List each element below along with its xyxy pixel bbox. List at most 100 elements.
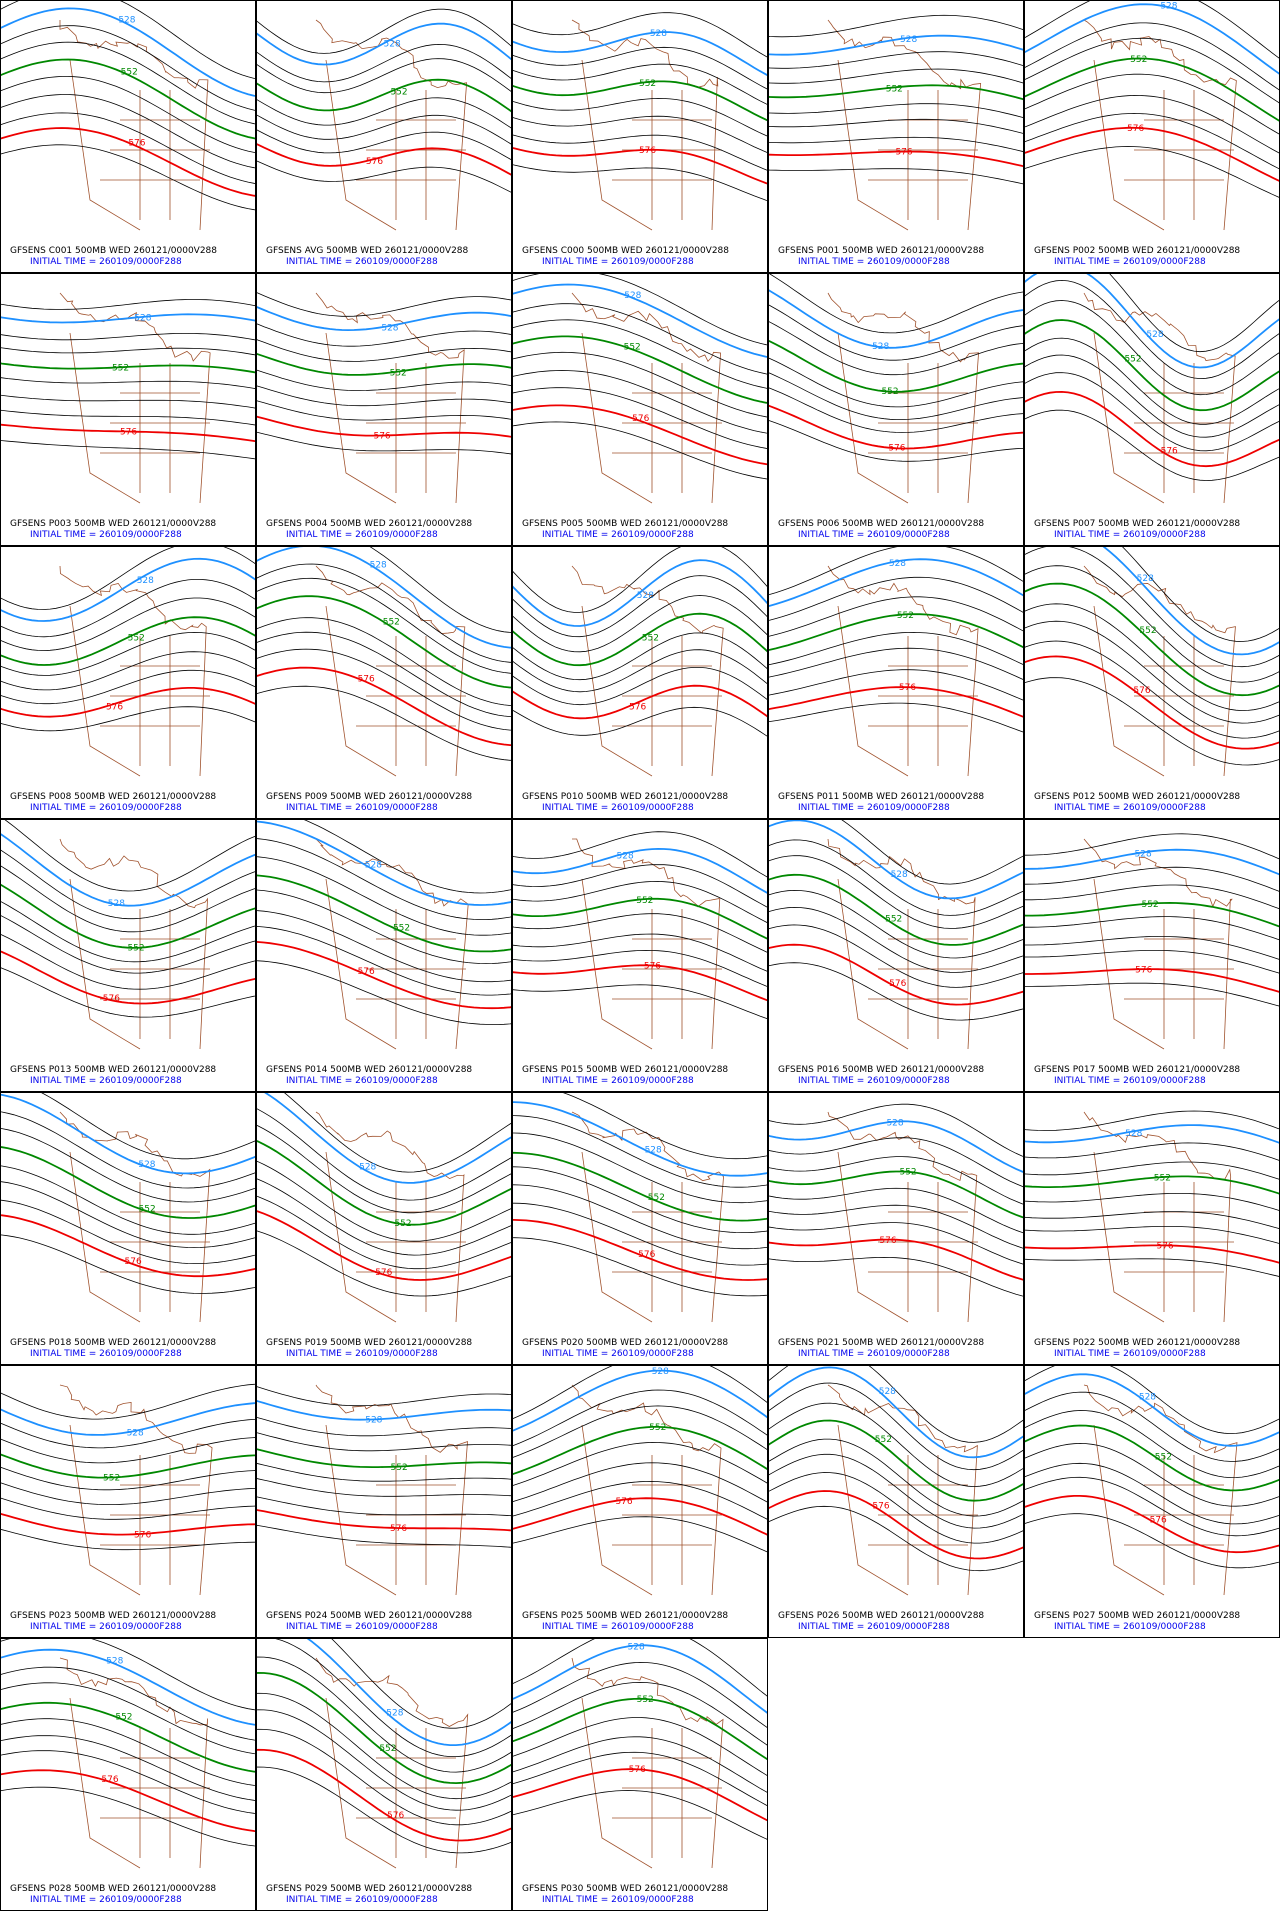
contour-label: 552 [875, 1435, 892, 1445]
contour-line [257, 666, 511, 747]
contour-line [257, 820, 511, 906]
contour-line [275, 1639, 511, 1757]
panel-subtitle: INITIAL TIME = 260109/0000F288 [1054, 803, 1206, 813]
panel-border [0, 819, 256, 1092]
contour-line [1, 597, 255, 652]
contour-line [513, 706, 767, 737]
contour-line [513, 97, 767, 137]
panel-title: GFSENS P027 500MB WED 260121/0000V288 [1034, 1611, 1240, 1621]
contour-label: 576 [632, 414, 649, 424]
contour-line [1, 934, 255, 990]
contour-line [513, 134, 767, 171]
contour-label: 576 [638, 1250, 655, 1260]
contour-line [1025, 565, 1279, 683]
panel-subtitle: INITIAL TIME = 260109/0000F288 [30, 257, 182, 267]
contour-line [769, 613, 1023, 651]
contour-label: 552 [637, 1695, 654, 1705]
contour-line [513, 1661, 767, 1728]
panel-border [512, 546, 768, 819]
contour-line [1, 651, 255, 691]
panel-subtitle: INITIAL TIME = 260109/0000F288 [798, 257, 950, 267]
contour-line [257, 1160, 511, 1242]
contour-label: 552 [1139, 626, 1156, 636]
contour-line [769, 1170, 1023, 1219]
contour-line [769, 387, 1023, 433]
panel-title: GFSENS P030 500MB WED 260121/0000V288 [522, 1884, 728, 1894]
contour-line [257, 910, 511, 983]
panel-title: GFSENS P021 500MB WED 260121/0000V288 [778, 1338, 984, 1348]
map-panel: 528 552 576 GFSENS P025 500MB WED 260121/00… [512, 1365, 768, 1638]
panel-title: GFSENS P028 500MB WED 260121/0000V288 [10, 1884, 216, 1894]
contour-line [1, 687, 255, 718]
contour-line [769, 304, 1023, 361]
contour-line [769, 1156, 1023, 1205]
panel-title: GFSENS P011 500MB WED 260121/0000V288 [778, 792, 984, 802]
map-area: 528 552 576 [513, 1639, 767, 1869]
panel-subtitle: INITIAL TIME = 260109/0000F288 [1054, 1622, 1206, 1632]
contour-label: 552 [1124, 354, 1141, 364]
contour-line [513, 1132, 767, 1204]
contour-line [769, 1238, 1023, 1281]
contour-line [1025, 1424, 1279, 1492]
panel-title: GFSENS AVG 500MB WED 260121/0000V288 [266, 246, 469, 256]
map-panel: 528 552 576 GFSENS P012 500MB WED 260121/00… [1024, 546, 1280, 819]
contour-line [41, 1093, 255, 1160]
contour-line [513, 831, 767, 878]
contour-line [1, 377, 255, 389]
contour-label: 552 [636, 896, 653, 906]
contour-line [1025, 274, 1279, 369]
contour-label: 552 [383, 617, 400, 627]
panel-subtitle: INITIAL TIME = 260109/0000F288 [286, 1895, 438, 1905]
contour-line [769, 1402, 1023, 1488]
contour-line [513, 649, 767, 693]
contour-line [1, 883, 255, 949]
contour-label: 528 [365, 1416, 382, 1426]
contour-line [1025, 950, 1279, 974]
contour-line [513, 115, 767, 153]
contour-line [769, 1366, 1023, 1459]
contour-line [769, 339, 1023, 393]
map-panel: 528 552 576 GFSENS P028 500MB WED 260121/00… [0, 1638, 256, 1911]
map-area: 528 552 576 [257, 1639, 511, 1869]
contour-line [257, 617, 511, 706]
contour-line [769, 34, 1023, 56]
contour-label: 528 [879, 1387, 896, 1397]
coastline [59, 1111, 211, 1323]
contour-line [257, 1478, 511, 1497]
contour-line [1, 1750, 255, 1814]
contour-line [257, 1210, 511, 1281]
panel-subtitle: INITIAL TIME = 260109/0000F288 [286, 1622, 438, 1632]
contour-line [1, 76, 255, 153]
map-area: 528 552 576 [769, 274, 1023, 504]
map-panel: 528 552 576 GFSENS P026 500MB WED 260121/00… [768, 1365, 1024, 1638]
panel-border [0, 0, 256, 273]
contour-line [1, 1437, 255, 1464]
contour-line [1, 25, 255, 111]
contour-label: 552 [897, 611, 914, 621]
contour-line [1, 616, 255, 666]
contour-line [1025, 319, 1279, 412]
contour-label: 576 [125, 1257, 142, 1267]
contour-label: 576 [1133, 686, 1150, 696]
contour-label: 528 [889, 559, 906, 569]
map-area: 528 552 576 [1025, 1, 1279, 231]
panel-title: GFSENS P004 500MB WED 260121/0000V288 [266, 519, 472, 529]
contour-line [257, 415, 511, 438]
contour-line [1, 58, 255, 140]
contour-line [769, 1472, 1023, 1544]
coastline [571, 1111, 724, 1323]
contour-line [257, 1195, 511, 1270]
contour-label: 576 [366, 157, 383, 167]
coastline [571, 19, 722, 231]
panel-subtitle: INITIAL TIME = 260109/0000F288 [30, 1895, 182, 1905]
map-area: 528 552 576 [257, 292, 511, 504]
contour-line [1025, 1244, 1279, 1264]
contour-line [1, 1453, 255, 1479]
panel-title: GFSENS P008 500MB WED 260121/0000V288 [10, 792, 216, 802]
contour-line [513, 1768, 767, 1822]
contour-line [1, 41, 255, 125]
contour-line [769, 839, 1023, 916]
contour-line [1025, 833, 1279, 860]
contour-line [513, 1366, 767, 1419]
